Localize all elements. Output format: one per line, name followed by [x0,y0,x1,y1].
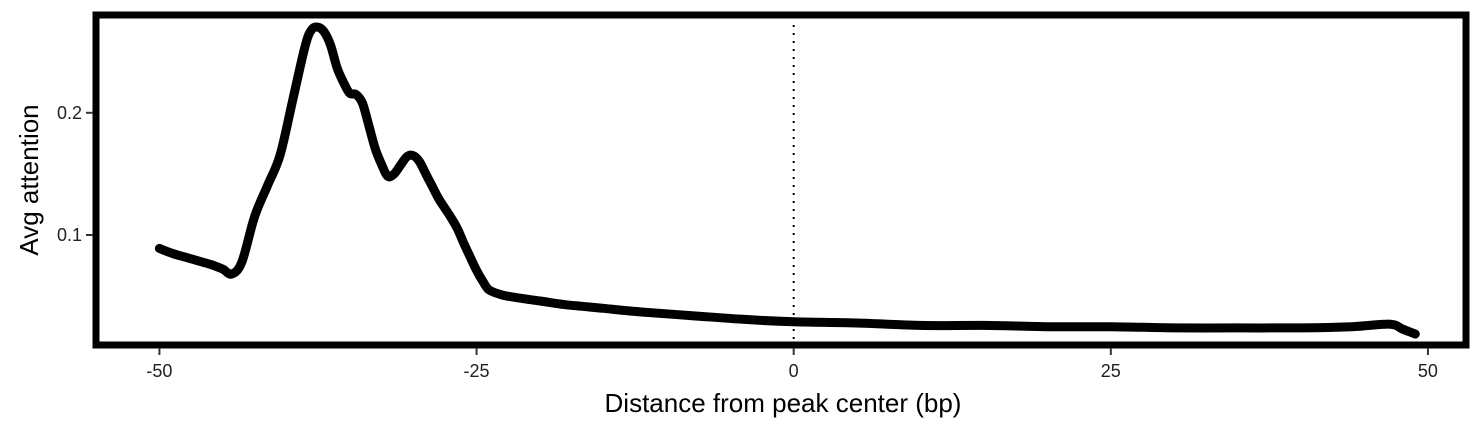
plot-panel-frame [92,11,1470,349]
x-tick-label: 50 [1418,361,1438,381]
y-tick-label: 0.1 [57,225,82,245]
x-tick-label: 0 [789,361,799,381]
y-axis: 0.1 0.2 [57,103,93,245]
x-tick-label: -50 [146,361,172,381]
y-tick-label: 0.2 [57,103,82,123]
x-axis-title: Distance from peak center (bp) [605,388,962,418]
x-tick-label: -25 [464,361,490,381]
y-axis-title: Avg attention [14,104,44,255]
series-line-avg-attention [154,22,1420,339]
x-tick-label: 25 [1101,361,1121,381]
x-axis: -50 -25 0 25 50 [146,348,1438,381]
